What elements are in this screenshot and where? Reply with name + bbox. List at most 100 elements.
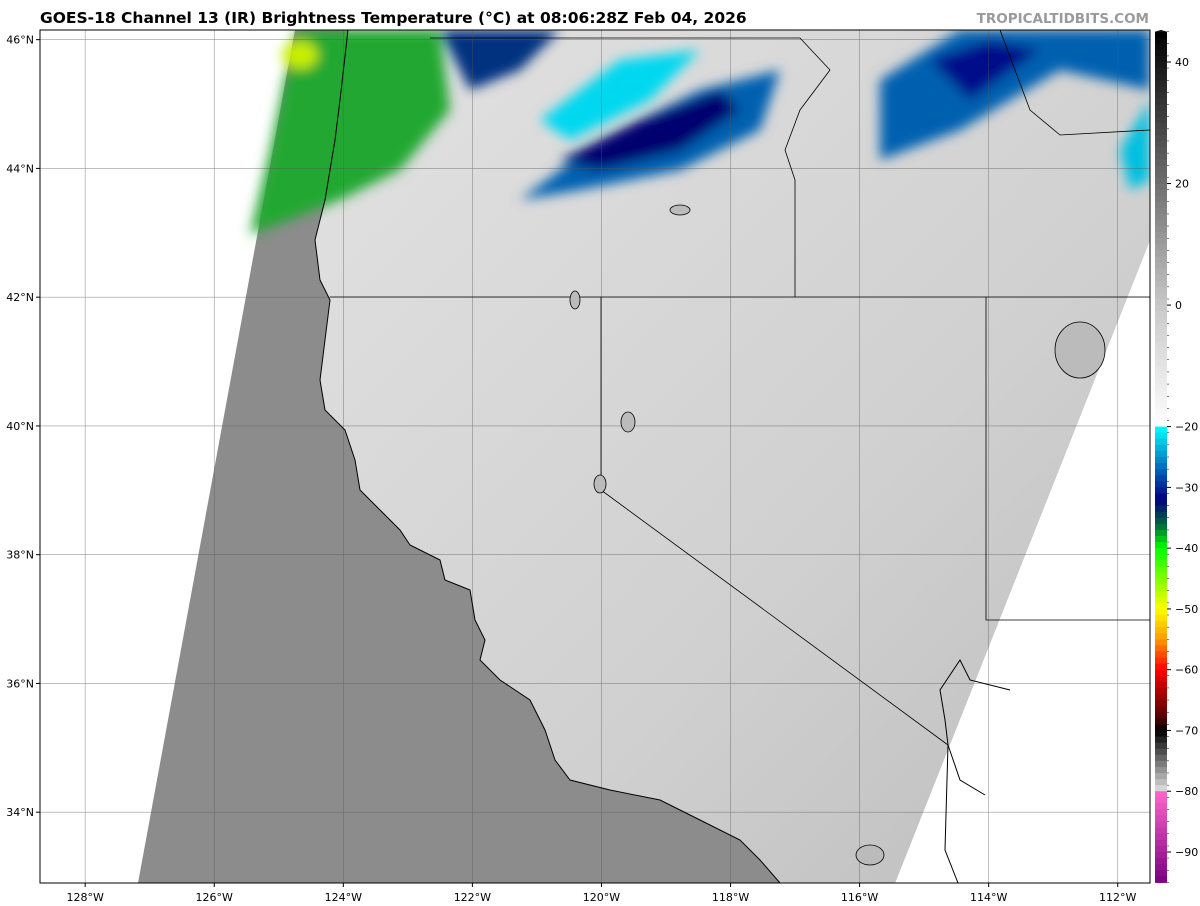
lon-tick-label: 118°W [712,891,749,904]
colorbar-segment [1155,706,1167,713]
colorbar-segment [1155,426,1167,434]
colorbar-segment [1155,207,1167,215]
colorbar-tick-label: 0 [1175,299,1182,312]
colorbar-segment [1155,128,1167,136]
colorbar-segment [1155,742,1167,750]
lat-tick-label: 44°N [6,162,34,175]
colorbar-segment [1155,250,1167,257]
colorbar-segment [1155,305,1167,312]
colorbar-segment [1155,384,1167,391]
lat-tick-label: 40°N [6,420,34,433]
colorbar-segment [1155,365,1167,373]
colorbar-segment [1155,687,1167,695]
colorbar-segment [1155,560,1167,567]
colorbar-segment [1155,80,1167,87]
colorbar-tick-label: 20 [1175,178,1189,191]
colorbar-segment [1155,329,1167,336]
colorbar-segment [1155,845,1167,853]
colorbar-segment [1155,147,1167,154]
lon-tick-label: 112°W [1099,891,1136,904]
coastline [314,30,1011,883]
state-borders [330,30,1150,746]
colorbar-max-arrow [1155,30,1167,32]
colorbar-segment [1155,104,1167,112]
colorbar-segment [1155,773,1167,780]
lakes [569,204,1106,866]
colorbar-segment [1155,669,1167,677]
colorbar-segment [1155,177,1167,185]
colorbar-segment [1155,602,1167,610]
colorbar-segment [1155,292,1167,300]
colorbar-segment [1155,760,1167,768]
colorbar-segment [1155,615,1167,622]
colorbar-segment [1155,839,1167,847]
colorbar-segment [1155,487,1167,494]
map-frame [39,29,1151,884]
colorbar-segment [1155,323,1167,330]
colorbar-segment [1155,499,1167,507]
lat-tick-label: 38°N [6,549,34,562]
colorbar-segment [1155,578,1167,586]
colorbar-segment [1155,402,1167,409]
colorbar-segment [1155,858,1167,865]
colorbar-segment [1155,754,1167,762]
colorbar-segment [1155,159,1167,166]
colorbar-segment [1155,317,1167,324]
colorbar: 40 20 0 −20 −30 −40 −50 −60 −70 −80 −90 [1155,30,1198,883]
colorbar-segment [1155,165,1167,172]
colorbar-segment [1155,700,1167,707]
colorbar-segment [1155,432,1167,440]
colorbar-segment [1155,68,1167,75]
lon-tick-label: 120°W [583,891,620,904]
colorbar-segment [1155,590,1167,598]
colorbar-segment [1155,779,1167,786]
colorbar-segment [1155,256,1167,264]
colorbar-segment [1155,627,1167,634]
colorbar-min-arrow [1155,882,1167,883]
colorbar-segment [1155,110,1167,118]
colorbar-segment [1155,220,1167,227]
colorbar-segment [1155,596,1167,604]
colorbar-segment [1155,523,1167,531]
colorbar-segment [1155,821,1167,829]
colorbar-segment [1155,505,1167,513]
colorbar-segment [1155,651,1167,659]
colorbar-segment [1155,542,1167,549]
colorbar-segment [1155,463,1167,470]
colorbar-segment [1155,736,1167,744]
colorbar-segment [1155,98,1167,106]
colorbar-segment [1155,195,1167,203]
colorbar-segment [1155,213,1167,221]
colorbar-segment [1155,517,1167,525]
colorbar-segment [1155,785,1167,792]
colorbar-segment [1155,475,1167,482]
colorbar-tick-label: −90 [1175,846,1198,859]
colorbar-segment [1155,450,1167,458]
colorbar-segment [1155,31,1167,39]
colorbar-tick-label: −40 [1175,542,1198,555]
lat-tick-label: 36°N [6,677,34,690]
lon-tick-label: 122°W [454,891,491,904]
colorbar-segment [1155,748,1167,756]
axis-labels: 128°W 126°W 124°W 122°W 120°W 118°W 116°W 114°W… [6,34,1136,904]
colorbar-segment [1155,633,1167,640]
colorbar-segment [1155,335,1167,343]
colorbar-segment [1155,244,1167,251]
colorbar-segment [1155,347,1167,355]
lon-tick-label: 128°W [66,891,103,904]
colorbar-segment [1155,803,1167,810]
colorbar-segment [1155,122,1167,130]
colorbar-segment [1155,621,1167,628]
colorbar-tick-label: −80 [1175,785,1198,798]
colorbar-segment [1155,189,1167,197]
colorbar-segment [1155,280,1167,288]
map-panel [40,30,1150,883]
colorbar-segment [1155,92,1167,99]
lon-tick-label: 116°W [841,891,878,904]
colorbar-segment [1155,566,1167,573]
colorbar-segment [1155,238,1167,245]
colorbar-segment [1155,86,1167,93]
lon-tick-label: 124°W [325,891,362,904]
colorbar-segment [1155,390,1167,397]
